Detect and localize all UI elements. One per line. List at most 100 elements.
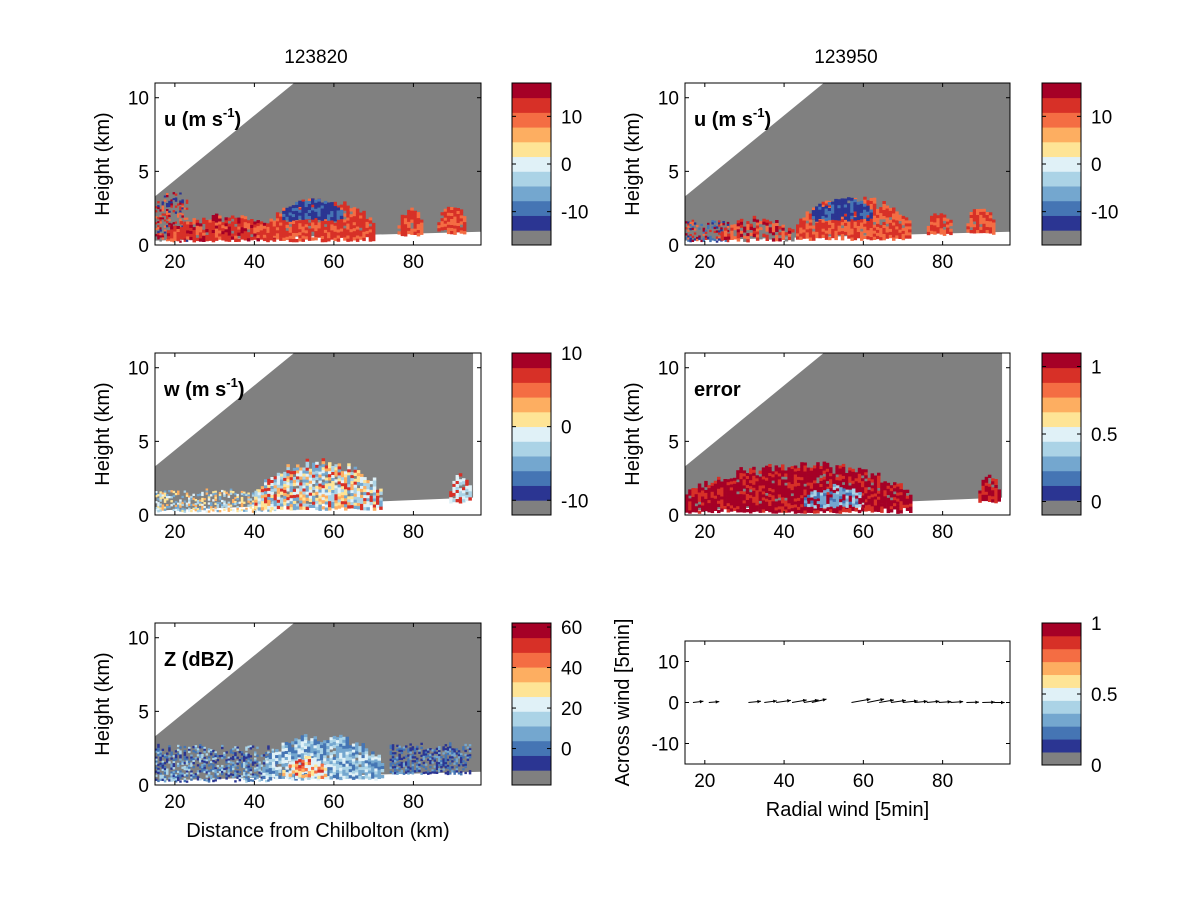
panel-annotation: error	[694, 379, 741, 401]
colorbar-swatch	[512, 353, 551, 369]
x-tick-label: 20	[164, 522, 185, 543]
colorbar-swatch	[1042, 200, 1081, 216]
colorbar-swatch	[1042, 470, 1081, 486]
colorbar-swatch	[512, 485, 551, 501]
y-axis-label: Height (km)	[92, 112, 114, 215]
wind-vector	[748, 699, 762, 704]
colorbar-swatch	[512, 470, 551, 486]
colorbar-swatch	[1042, 382, 1081, 398]
axes-frame	[154, 622, 482, 786]
x-tick-label: 40	[774, 771, 795, 792]
colorbar-swatch	[512, 141, 551, 158]
colorbar-swatch	[512, 186, 551, 202]
no-data-mask	[685, 83, 1010, 241]
column-title-left: 123820	[284, 47, 347, 68]
colorbar-swatch	[512, 200, 551, 216]
wind-vector	[891, 699, 906, 703]
colorbar-swatch	[1042, 112, 1081, 128]
x-tick-label: 40	[774, 522, 795, 543]
y-axis-label: Height (km)	[92, 382, 114, 485]
colorbar-swatch	[512, 681, 551, 698]
colorbar: 10.50	[1041, 352, 1117, 516]
echo-region	[720, 215, 795, 243]
colorbar-swatch	[512, 83, 551, 99]
x-tick-label: 40	[244, 252, 265, 273]
colorbar-swatch	[1042, 156, 1081, 172]
wind-vector	[692, 699, 704, 704]
axes-frame	[154, 82, 482, 246]
x-axis-label: Radial wind [5min]	[766, 799, 929, 821]
y-axis-label: Height (km)	[622, 112, 644, 215]
colorbar-tick-label: -10	[561, 203, 588, 224]
axes-frame	[154, 352, 482, 516]
colorbar-tick-label: 60	[561, 618, 582, 639]
echo-region	[978, 474, 1001, 504]
colorbar-swatch	[512, 755, 551, 771]
y-tick-label: 10	[128, 629, 149, 650]
wind-vector	[811, 698, 827, 703]
y-tick-label: 5	[138, 162, 149, 183]
x-tick-label: 60	[853, 771, 874, 792]
colorbar-swatch	[1042, 648, 1081, 663]
wind-vector	[994, 700, 1005, 705]
colorbar-swatch	[1042, 171, 1081, 187]
echo-region	[926, 213, 953, 236]
colorbar-tick-label: 0	[1091, 756, 1102, 777]
y-tick-label: 5	[668, 162, 679, 183]
colorbar-swatch	[1042, 500, 1081, 516]
echo-region	[437, 206, 467, 235]
colorbar-swatch	[1042, 687, 1081, 701]
colorbar-tick-label: 10	[1091, 107, 1112, 128]
y-axis-label: Across wind [5min]	[612, 619, 634, 787]
wind-vector	[776, 699, 791, 703]
wind-vector	[791, 698, 807, 703]
y-tick-label: 0	[138, 506, 149, 527]
y-tick-label: 5	[668, 432, 679, 453]
echo-region	[389, 742, 472, 776]
colorbar-swatch	[1042, 752, 1081, 766]
colorbar-tick-label: 0	[561, 418, 572, 439]
colorbar-swatch	[512, 623, 551, 639]
panel-u1: 20 40 60 80 0 5 10 u (m s-1) Height (km) 10 0 -10	[92, 82, 588, 273]
colorbar-swatch	[1042, 97, 1081, 113]
colorbar-swatch	[512, 500, 551, 516]
colorbar-swatch	[1042, 230, 1081, 246]
wind-vector	[851, 698, 871, 703]
colorbar-swatch	[512, 456, 551, 472]
colorbar: 10.50	[1041, 614, 1117, 777]
axes-frame	[684, 352, 1011, 516]
colorbar-swatch	[1042, 353, 1081, 369]
colorbar-swatch	[1042, 485, 1081, 501]
colorbar-tick-label: 0.5	[1091, 425, 1117, 446]
x-tick-label: 60	[853, 522, 874, 543]
colorbar-tick-label: 10	[561, 344, 582, 365]
y-tick-label: 10	[128, 89, 149, 110]
y-tick-label: 5	[138, 702, 149, 723]
colorbar-tick-label: 20	[561, 699, 582, 720]
y-tick-label: 0	[668, 694, 679, 715]
x-tick-label: 60	[323, 522, 344, 543]
y-tick-label: 0	[668, 506, 679, 527]
colorbar-swatch	[512, 652, 551, 668]
colorbar-swatch	[512, 215, 551, 231]
colorbar-tick-label: 1	[1091, 614, 1102, 635]
colorbar-swatch	[1042, 441, 1081, 457]
echo-region	[966, 208, 996, 235]
wind-vector	[950, 700, 964, 704]
wind-vector	[867, 698, 885, 703]
colorbar-swatch	[1042, 726, 1081, 740]
colorbar-swatch	[1042, 426, 1081, 442]
colorbar-swatch	[512, 441, 551, 457]
x-tick-label: 40	[244, 792, 265, 813]
x-tick-label: 40	[244, 522, 265, 543]
colorbar-tick-label: 10	[561, 107, 582, 128]
x-tick-label: 60	[853, 252, 874, 273]
y-tick-label: 0	[668, 236, 679, 257]
axes-frame	[684, 82, 1011, 246]
y-tick-label: 10	[658, 359, 679, 380]
y-tick-label: -10	[652, 735, 679, 756]
x-tick-label: 20	[694, 252, 715, 273]
colorbar-swatch	[1042, 623, 1081, 637]
